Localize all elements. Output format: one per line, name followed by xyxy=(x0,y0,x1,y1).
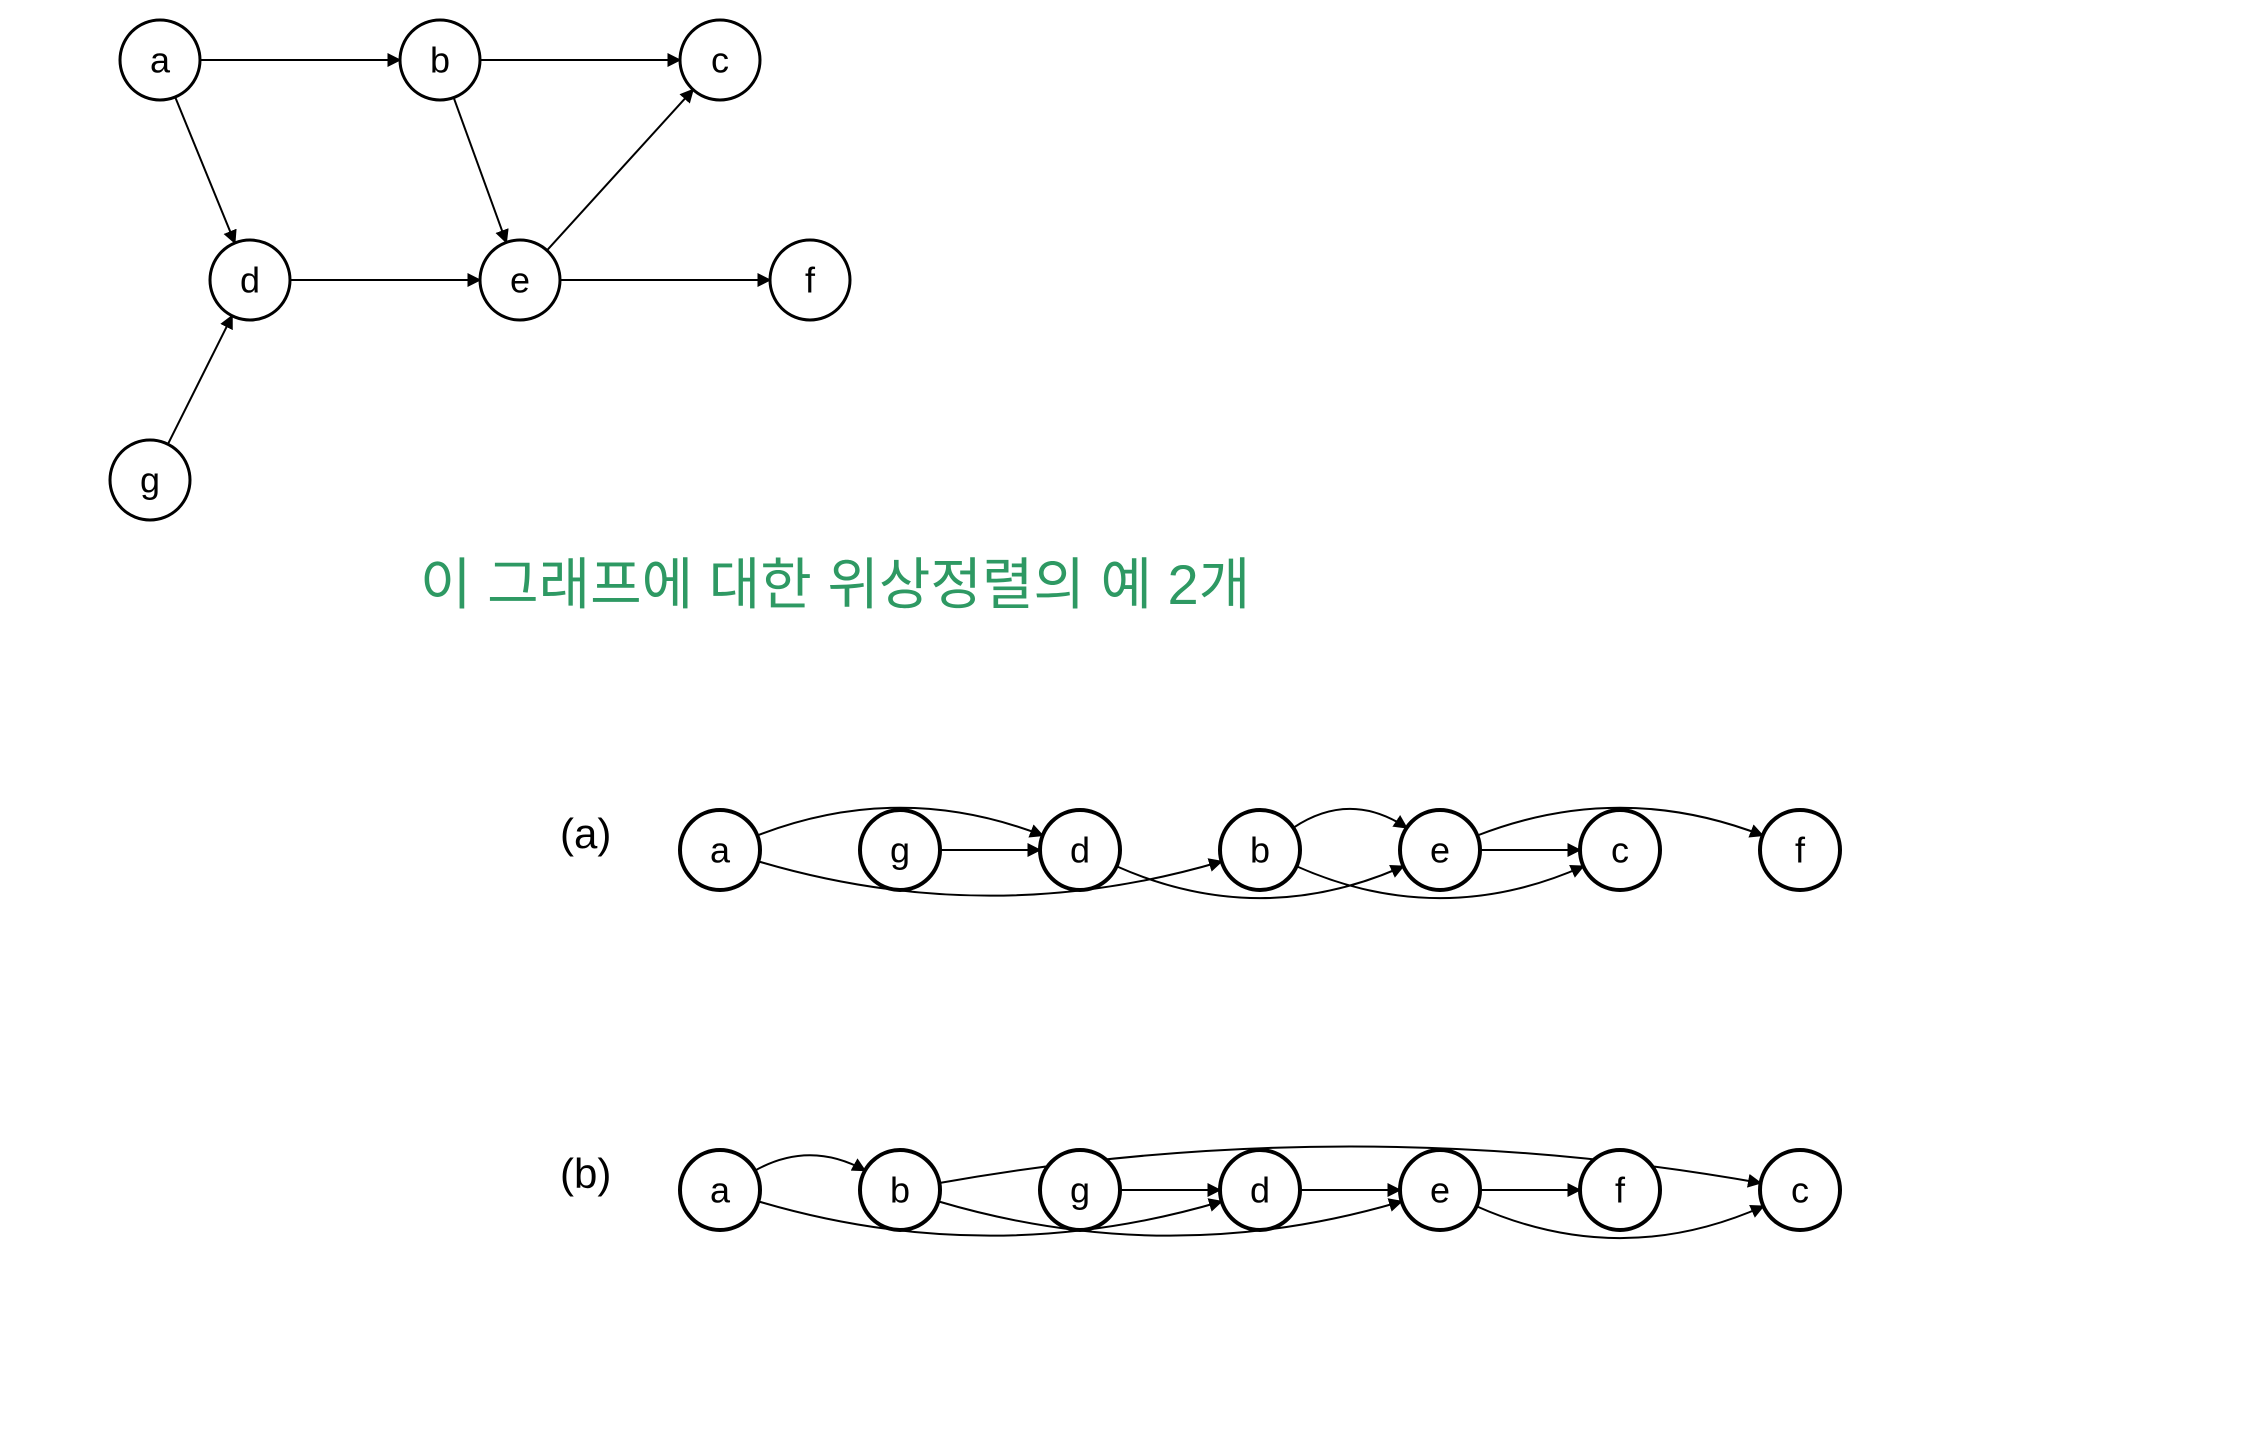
main-node-f-label: f xyxy=(805,260,816,301)
ex1-node-a-label: a xyxy=(710,1170,731,1211)
main-node-d-label: d xyxy=(240,260,260,301)
main-node-g-label: g xyxy=(140,460,160,501)
ex0-edge-4 xyxy=(1293,809,1406,828)
example-label-0: (a) xyxy=(560,810,611,858)
ex0-node-a-label: a xyxy=(710,830,731,871)
ex0-node-b-label: b xyxy=(1250,830,1270,871)
ex1-node-d-label: d xyxy=(1250,1170,1270,1211)
ex1-node-f-label: f xyxy=(1615,1170,1626,1211)
diagram-canvas: a b c d e f g a g d b e c f a b g d e f c xyxy=(0,0,2248,1430)
ex1-edge-0 xyxy=(755,1155,865,1170)
ex1-node-b-label: b xyxy=(890,1170,910,1211)
ex0-node-g-label: g xyxy=(890,830,910,871)
main-node-b-label: b xyxy=(430,40,450,81)
ex0-node-d-label: d xyxy=(1070,830,1090,871)
ex1-node-c-label: c xyxy=(1791,1170,1809,1211)
main-node-c-label: c xyxy=(711,40,729,81)
ex0-node-e-label: e xyxy=(1430,830,1450,871)
example-label-1: (b) xyxy=(560,1150,611,1198)
main-node-e-label: e xyxy=(510,260,530,301)
ex0-node-c-label: c xyxy=(1611,830,1629,871)
ex1-node-e-label: e xyxy=(1430,1170,1450,1211)
main-edge-a-d xyxy=(175,97,235,243)
main-node-a-label: a xyxy=(150,40,171,81)
ex1-edge-1 xyxy=(758,1201,1221,1235)
ex0-edge-1 xyxy=(758,861,1221,895)
ex1-node-g-label: g xyxy=(1070,1170,1090,1211)
diagram-title: 이 그래프에 대한 위상정렬의 예 2개 xyxy=(420,540,1250,621)
main-edge-b-e xyxy=(454,98,507,243)
ex1-edge-2 xyxy=(938,1201,1401,1235)
main-edge-g-d xyxy=(168,316,232,444)
ex0-node-f-label: f xyxy=(1795,830,1806,871)
main-edge-e-c xyxy=(547,90,693,251)
